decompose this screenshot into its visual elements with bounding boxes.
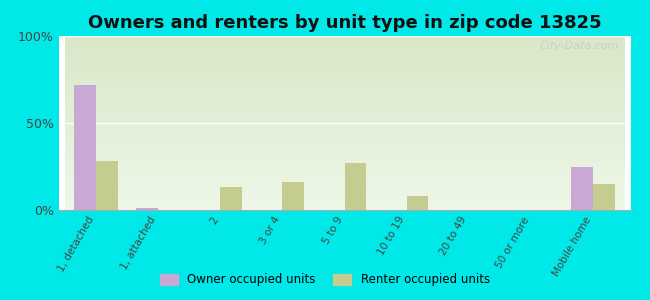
Bar	[74, 85, 96, 210]
Bar	[571, 167, 593, 210]
Bar	[344, 163, 366, 210]
Bar	[593, 184, 615, 210]
Bar	[282, 182, 304, 210]
Title: Owners and renters by unit type in zip code 13825: Owners and renters by unit type in zip c…	[88, 14, 601, 32]
Bar	[136, 208, 158, 210]
Bar	[220, 188, 242, 210]
Bar	[96, 161, 118, 210]
Bar	[407, 196, 428, 210]
Legend: Owner occupied units, Renter occupied units: Owner occupied units, Renter occupied un…	[155, 269, 495, 291]
Text: City-Data.com: City-Data.com	[540, 41, 619, 51]
